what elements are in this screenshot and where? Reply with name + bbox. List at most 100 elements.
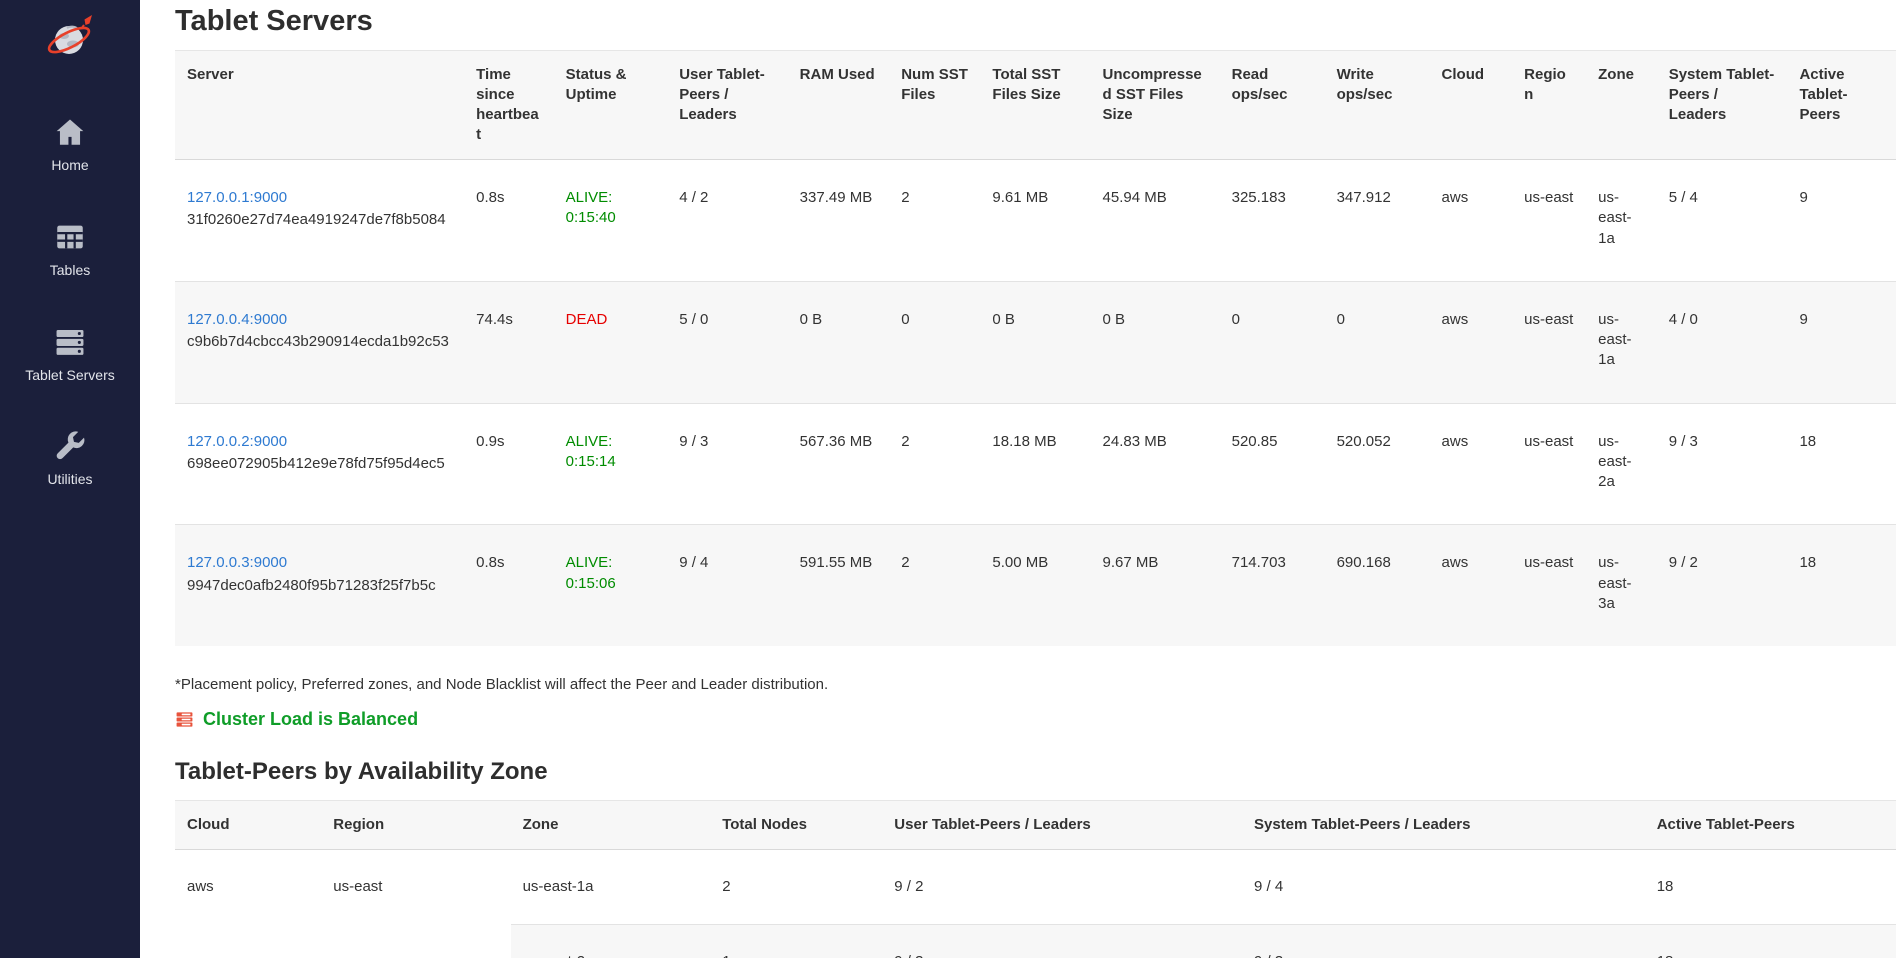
server-link[interactable]: 127.0.0.2:9000 xyxy=(187,432,288,450)
sidebar-item-tablet-servers[interactable]: Tablet Servers xyxy=(25,325,115,384)
yugabytedb-logo[interactable] xyxy=(43,10,97,69)
cell-cloud: aws xyxy=(1441,189,1469,207)
utilities-icon xyxy=(53,429,87,465)
cell-system-peers: 9 / 3 xyxy=(1656,402,1788,525)
cell-read-ops: 520.85 xyxy=(1219,402,1325,525)
cell-zone: us-east-1a xyxy=(1598,189,1632,247)
cell-write-ops: 0 xyxy=(1324,280,1430,404)
status-text: ALIVE: 0:15:06 xyxy=(565,554,616,592)
server-row: 127.0.0.1:9000 31f0260e27d74ea4919247de7… xyxy=(175,160,1896,282)
col-header-user-peers: User Tablet-Peers / Leaders xyxy=(667,50,788,161)
server-link[interactable]: 127.0.0.3:9000 xyxy=(187,554,288,572)
cell-total-sst: 5.00 MB xyxy=(980,524,1091,647)
cell-write-ops: 690.168 xyxy=(1324,524,1430,647)
cell-server: 127.0.0.2:9000 698ee072905b412e9e78fd75f… xyxy=(175,402,465,525)
cell-write-ops: 347.912 xyxy=(1336,189,1391,207)
cell-user-peers: 5 / 0 xyxy=(667,280,788,404)
cell-ram: 567.36 MB xyxy=(787,402,890,525)
server-row: 127.0.0.4:9000 c9b6b7d4cbcc43b290914ecda… xyxy=(175,280,1896,404)
cell-status: DEAD xyxy=(553,280,668,404)
cell-active-peers: 18 xyxy=(1644,924,1896,958)
col-header-cloud: Cloud xyxy=(1429,50,1513,161)
col-header-write-ops: Write ops/sec xyxy=(1324,50,1430,161)
cell-user-peers: 9 / 2 xyxy=(894,878,924,896)
col-header-user-peers: User Tablet-Peers / Leaders xyxy=(882,800,1242,851)
cell-zone: us-east-1a xyxy=(1586,280,1657,404)
col-header-cloud: Cloud xyxy=(175,800,322,851)
col-header-region: Region xyxy=(321,800,511,851)
cell-server: 127.0.0.1:9000 31f0260e27d74ea4919247de7… xyxy=(175,160,464,282)
cell-read-ops: 325.183 xyxy=(1231,189,1286,207)
sidebar-item-tables[interactable]: Tables xyxy=(50,220,90,279)
col-header-system-peers: System Tablet-Peers / Leaders xyxy=(1656,50,1788,161)
zones-table-header-row: Cloud Region Zone Total Nodes User Table… xyxy=(175,800,1896,851)
col-header-heartbeat: Time since heartbeat xyxy=(464,50,554,161)
cell-status: ALIVE: 0:15:06 xyxy=(553,524,668,647)
page-title: Tablet Servers xyxy=(175,5,373,37)
server-uuid: 9947dec0afb2480f95b71283f25f7b5c xyxy=(187,576,436,594)
cell-active-peers: 18 xyxy=(1787,524,1896,647)
server-link[interactable]: 127.0.0.1:9000 xyxy=(187,189,288,207)
cell-num-sst: 2 xyxy=(889,524,981,647)
cell-status: ALIVE: 0:15:40 xyxy=(554,160,668,282)
tablet-peers-by-zone-table: Cloud Region Zone Total Nodes User Table… xyxy=(175,800,1896,958)
status-text: DEAD xyxy=(565,310,608,328)
cell-region: us-east xyxy=(1512,524,1587,647)
cell-zone: us-east-2a xyxy=(510,924,711,958)
zone-row: us-east-2a 1 9 / 3 9 / 3 18 xyxy=(175,924,1896,958)
cell-user-peers: 9 / 3 xyxy=(667,402,788,525)
cell-cloud: aws xyxy=(187,878,214,896)
cell-status: ALIVE: 0:15:14 xyxy=(553,402,668,525)
cell-user-peers: 9 / 4 xyxy=(667,524,788,647)
home-icon xyxy=(53,115,87,151)
servers-table-header-row: Server Time since heartbeat Status & Upt… xyxy=(175,50,1896,161)
cell-zone: us-east-2a xyxy=(1586,402,1657,525)
cell-active-peers: 18 xyxy=(1656,878,1674,896)
cell-cloud: aws xyxy=(1429,524,1513,647)
cell-active-peers: 18 xyxy=(1787,402,1896,525)
sidebar-item-utilities[interactable]: Utilities xyxy=(47,429,93,488)
cell-heartbeat: 0.8s xyxy=(476,189,505,207)
col-header-region: Region xyxy=(1512,50,1587,161)
cell-total-sst: 9.61 MB xyxy=(992,189,1049,207)
cell-ram: 337.49 MB xyxy=(799,189,873,207)
sidebar-item-label: Utilities xyxy=(47,471,93,488)
tablet-servers-table: Server Time since heartbeat Status & Upt… xyxy=(175,50,1896,647)
server-row: 127.0.0.3:9000 9947dec0afb2480f95b71283f… xyxy=(175,524,1896,647)
cell-system-peers: 5 / 4 xyxy=(1668,189,1698,207)
cell-heartbeat: 74.4s xyxy=(464,280,554,404)
col-header-zone: Zone xyxy=(1586,50,1657,161)
cluster-load-status: Cluster Load is Balanced xyxy=(175,709,1896,730)
cell-write-ops: 520.052 xyxy=(1324,402,1430,525)
cell-cloud: aws xyxy=(1429,402,1513,525)
sidebar-item-label: Tables xyxy=(49,261,91,278)
status-text: ALIVE: 0:15:14 xyxy=(565,432,616,470)
tables-icon xyxy=(53,220,87,256)
cell-active-peers: 9 xyxy=(1787,280,1896,404)
cell-system-peers: 9 / 3 xyxy=(1241,924,1645,958)
logo-icon xyxy=(47,15,92,54)
cell-uncompressed-sst: 9.67 MB xyxy=(1090,524,1220,647)
sidebar-item-home[interactable]: Home xyxy=(51,115,89,174)
cell-heartbeat: 0.8s xyxy=(464,524,554,647)
sidebar: Home Tables xyxy=(0,0,140,958)
col-header-system-peers: System Tablet-Peers / Leaders xyxy=(1241,800,1645,851)
cell-num-sst: 2 xyxy=(889,402,981,525)
cell-server: 127.0.0.3:9000 9947dec0afb2480f95b71283f… xyxy=(175,524,465,647)
sidebar-item-label: Home xyxy=(51,157,89,173)
sidebar-item-label: Tablet Servers xyxy=(25,366,115,383)
cell-total-sst: 18.18 MB xyxy=(980,402,1091,525)
cell-ram: 591.55 MB xyxy=(787,524,890,647)
cell-system-peers: 9 / 4 xyxy=(1253,878,1284,896)
cell-ram: 0 B xyxy=(787,280,890,404)
cell-system-peers: 4 / 0 xyxy=(1656,280,1788,404)
col-header-zone: Zone xyxy=(510,800,711,851)
cell-uncompressed-sst: 24.83 MB xyxy=(1090,402,1220,525)
cell-region: us-east xyxy=(1512,280,1587,404)
col-header-total-nodes: Total Nodes xyxy=(710,800,883,851)
cell-uncompressed-sst: 0 B xyxy=(1090,280,1220,404)
server-link[interactable]: 127.0.0.4:9000 xyxy=(187,310,288,328)
cell-user-peers: 4 / 2 xyxy=(679,189,709,207)
col-header-num-sst: Num SST Files xyxy=(889,50,981,161)
